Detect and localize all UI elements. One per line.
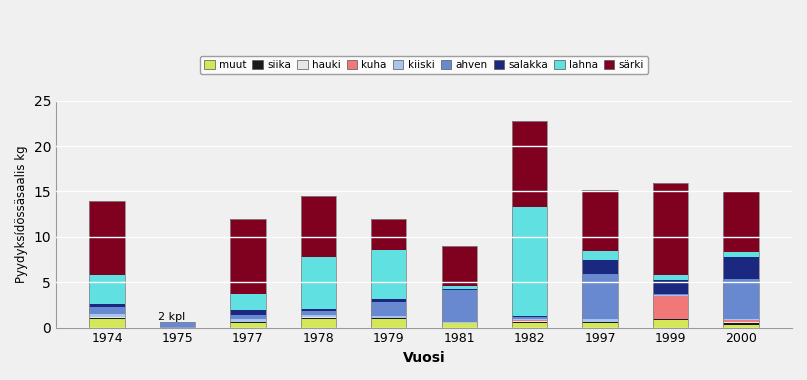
- Bar: [371, 316, 407, 318]
- Bar: [90, 201, 125, 276]
- Bar: [512, 323, 547, 328]
- Bar: [583, 322, 617, 323]
- Bar: [512, 320, 547, 321]
- Bar: [653, 295, 688, 296]
- Bar: [441, 246, 477, 328]
- Bar: [653, 294, 688, 295]
- Bar: [723, 325, 759, 328]
- Bar: [512, 316, 547, 317]
- Bar: [230, 310, 266, 315]
- Bar: [371, 250, 407, 299]
- Bar: [441, 290, 477, 322]
- Bar: [301, 315, 336, 317]
- Bar: [371, 318, 407, 328]
- Bar: [301, 196, 336, 257]
- Bar: [230, 315, 266, 320]
- Bar: [512, 322, 547, 323]
- Bar: [512, 317, 547, 320]
- Bar: [230, 219, 266, 294]
- Bar: [301, 311, 336, 315]
- Bar: [653, 183, 688, 328]
- Bar: [512, 121, 547, 207]
- Bar: [441, 323, 477, 328]
- Bar: [90, 276, 125, 304]
- Bar: [301, 309, 336, 311]
- Bar: [301, 317, 336, 318]
- Bar: [583, 274, 617, 320]
- Bar: [230, 219, 266, 328]
- Bar: [441, 322, 477, 323]
- Text: 2 kpl: 2 kpl: [158, 312, 186, 322]
- Bar: [723, 191, 759, 252]
- Bar: [90, 314, 125, 317]
- Legend: muut, siika, hauki, kuha, kiiski, ahven, salakka, lahna, särki: muut, siika, hauki, kuha, kiiski, ahven,…: [200, 56, 648, 74]
- Bar: [653, 276, 688, 280]
- Bar: [653, 280, 688, 294]
- Bar: [230, 294, 266, 310]
- Bar: [583, 323, 617, 328]
- Bar: [230, 320, 266, 322]
- Bar: [90, 307, 125, 314]
- Bar: [653, 319, 688, 320]
- Bar: [441, 246, 477, 286]
- Bar: [371, 299, 407, 302]
- Bar: [653, 320, 688, 328]
- Bar: [723, 320, 759, 322]
- Bar: [160, 322, 195, 328]
- Bar: [301, 257, 336, 309]
- Bar: [441, 286, 477, 289]
- Bar: [230, 323, 266, 328]
- Bar: [653, 183, 688, 276]
- Bar: [512, 321, 547, 322]
- Bar: [371, 302, 407, 316]
- Bar: [90, 304, 125, 307]
- Bar: [723, 252, 759, 257]
- Y-axis label: Pyydyksídössäsaalis kg: Pyydyksídössäsaalis kg: [15, 146, 28, 283]
- Bar: [441, 289, 477, 290]
- Bar: [90, 318, 125, 328]
- Bar: [90, 317, 125, 318]
- Bar: [371, 219, 407, 250]
- Bar: [723, 191, 759, 328]
- Bar: [583, 252, 617, 260]
- Bar: [723, 257, 759, 280]
- Bar: [512, 207, 547, 316]
- Bar: [723, 323, 759, 325]
- Bar: [371, 219, 407, 328]
- Bar: [301, 318, 336, 328]
- Bar: [723, 318, 759, 320]
- Bar: [723, 322, 759, 323]
- Bar: [301, 196, 336, 328]
- Bar: [160, 322, 195, 328]
- Bar: [90, 201, 125, 328]
- X-axis label: Vuosi: Vuosi: [403, 351, 445, 365]
- Bar: [583, 320, 617, 322]
- Bar: [583, 190, 617, 328]
- Bar: [653, 296, 688, 319]
- Bar: [723, 280, 759, 318]
- Bar: [583, 260, 617, 274]
- Bar: [230, 322, 266, 323]
- Bar: [583, 190, 617, 252]
- Bar: [512, 121, 547, 328]
